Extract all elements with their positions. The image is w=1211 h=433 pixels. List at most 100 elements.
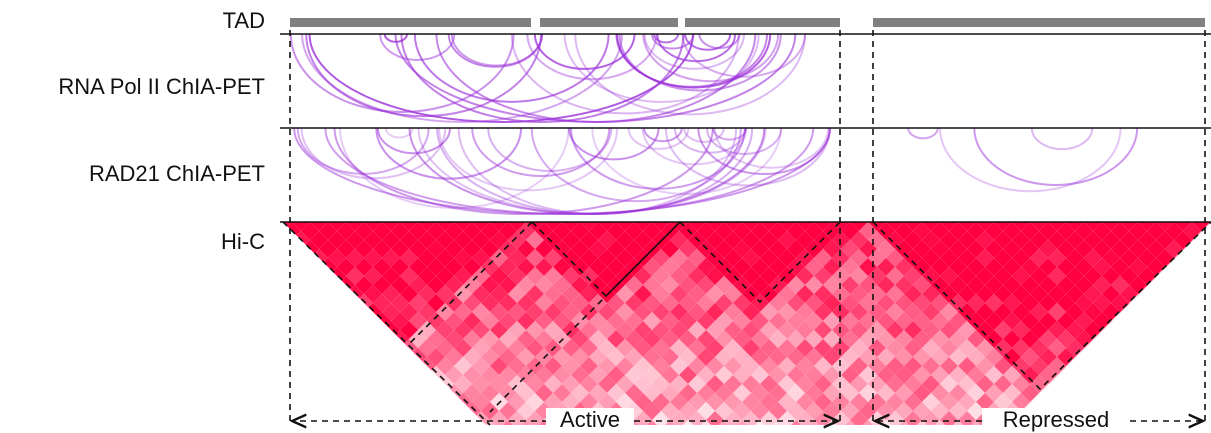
hic-cell — [328, 285, 346, 303]
tad-bar — [685, 18, 840, 27]
hic-cell — [328, 357, 346, 375]
hic-cell — [1165, 366, 1183, 384]
hic-cell — [319, 330, 337, 348]
hic-cell — [427, 402, 445, 420]
loop-arc — [616, 33, 772, 89]
loop-arc — [384, 127, 414, 139]
tad-bar — [540, 18, 678, 27]
hic-cell — [1165, 330, 1183, 348]
hic-cell — [895, 420, 913, 425]
loop-arc — [627, 127, 690, 150]
hic-cell — [1156, 339, 1174, 357]
hic-cell — [382, 339, 400, 357]
hic-cell — [1183, 258, 1201, 276]
hic-cell — [391, 384, 409, 402]
hic-cell — [1066, 375, 1084, 393]
hic-cell — [1129, 312, 1147, 330]
chia-pet-loops — [289, 33, 1139, 216]
label-bg — [982, 408, 1130, 433]
hic-cell — [328, 303, 346, 321]
hic-cell — [1093, 366, 1111, 384]
hic-cell — [1156, 285, 1174, 303]
hic-cell — [346, 303, 364, 321]
tad-bars — [290, 18, 1205, 27]
hic-cell — [337, 384, 355, 402]
hic-cell — [400, 393, 418, 411]
loop-arc — [408, 127, 766, 215]
hic-cell — [400, 411, 418, 425]
hic-cell — [1111, 330, 1129, 348]
hic-cell — [418, 411, 436, 425]
hic-cell — [382, 393, 400, 411]
hic-cell — [319, 276, 337, 294]
hic-cell — [1201, 348, 1211, 366]
loop-arc — [673, 127, 747, 154]
loop-arc — [591, 127, 782, 195]
hic-cell — [292, 267, 310, 285]
loop-arc — [563, 33, 760, 103]
hic-cell — [436, 411, 454, 425]
tad-bar — [290, 18, 531, 27]
loop-arc — [438, 127, 619, 192]
hic-cell — [1174, 357, 1192, 375]
hic-cell — [1147, 294, 1165, 312]
loop-arc — [684, 33, 732, 51]
loop-arc — [697, 127, 831, 175]
hic-cell — [310, 357, 328, 375]
hic-cell — [751, 420, 769, 425]
hic-cell — [310, 411, 328, 425]
hic-cell — [355, 366, 373, 384]
hic-cell — [481, 420, 499, 425]
hic-cell — [292, 303, 310, 321]
track-label: RAD21 ChIA-PET — [89, 161, 265, 186]
loop-arc — [530, 127, 742, 202]
hic-cell — [1111, 384, 1129, 402]
hic-cell — [283, 330, 301, 348]
hic-cell — [283, 348, 301, 366]
loop-arc — [450, 33, 543, 67]
loop-arc — [375, 127, 523, 180]
hic-cell — [346, 411, 364, 425]
hic-cell — [283, 294, 301, 312]
hic-cell — [283, 312, 301, 330]
hic-cell — [391, 402, 409, 420]
hic-cell — [364, 393, 382, 411]
tad-bar — [873, 18, 1205, 27]
hic-cell — [1111, 366, 1129, 384]
hic-cell — [310, 267, 328, 285]
loop-arc — [413, 33, 610, 103]
hic-cell — [1084, 375, 1102, 393]
hic-cell — [409, 420, 427, 425]
hic-cell — [1147, 330, 1165, 348]
hic-cell — [310, 285, 328, 303]
hic-cell — [301, 330, 319, 348]
hic-cell — [715, 420, 733, 425]
hic-cell — [373, 402, 391, 420]
hic-cell — [643, 420, 661, 425]
loop-arc — [526, 33, 658, 81]
hic-cell — [1183, 384, 1201, 402]
loop-arc — [435, 33, 757, 123]
loop-arc — [652, 33, 680, 44]
hic-cell — [382, 375, 400, 393]
loop-arc — [713, 127, 830, 169]
hic-cell — [1156, 411, 1174, 425]
loop-arc — [1030, 127, 1094, 150]
hic-cell — [1075, 384, 1093, 402]
hic-cell — [292, 357, 310, 375]
loop-arc — [907, 127, 939, 140]
hic-cell — [1183, 312, 1201, 330]
hic-cell — [337, 402, 355, 420]
loop-arc — [376, 127, 452, 155]
hic-cell — [949, 420, 967, 425]
hic-cell — [301, 276, 319, 294]
domain-label: Active — [560, 407, 620, 432]
loop-arc — [301, 33, 623, 123]
hic-cell — [1129, 366, 1147, 384]
hic-cell — [301, 258, 319, 276]
loop-arc — [293, 127, 831, 215]
loop-arc — [567, 127, 660, 161]
loop-arc — [574, 33, 806, 116]
hic-cell — [1192, 249, 1210, 267]
hic-cell — [1174, 303, 1192, 321]
